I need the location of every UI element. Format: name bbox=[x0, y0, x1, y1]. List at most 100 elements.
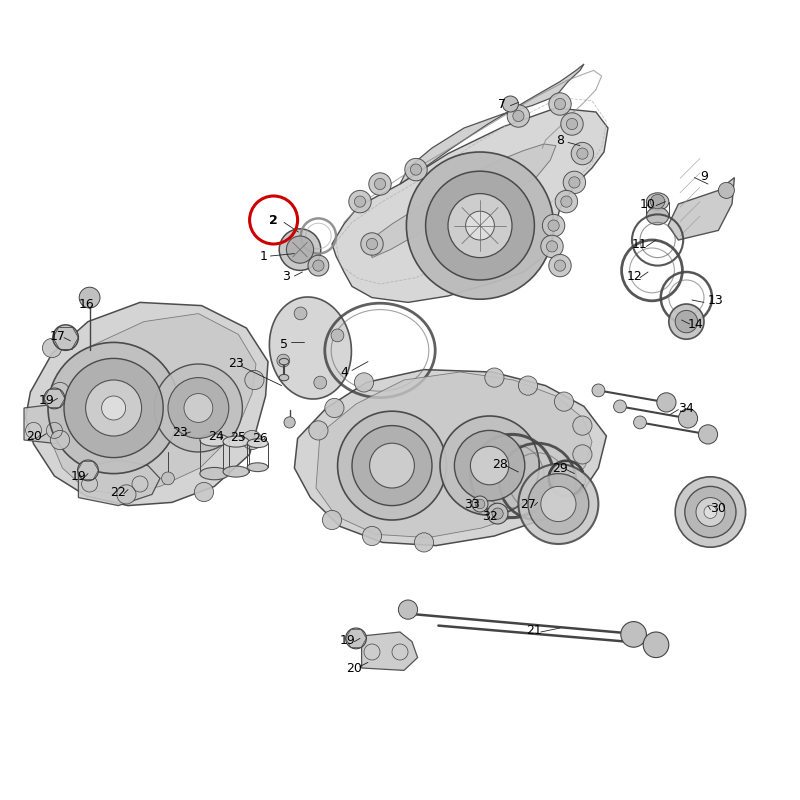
Ellipse shape bbox=[223, 466, 249, 477]
Text: 4: 4 bbox=[340, 366, 348, 378]
Text: 32: 32 bbox=[482, 510, 498, 522]
Circle shape bbox=[563, 171, 586, 194]
Text: 23: 23 bbox=[172, 426, 188, 438]
Circle shape bbox=[577, 148, 588, 159]
Text: 11: 11 bbox=[632, 238, 648, 250]
Circle shape bbox=[64, 358, 163, 458]
Circle shape bbox=[245, 370, 264, 390]
Circle shape bbox=[573, 416, 592, 435]
Circle shape bbox=[102, 396, 126, 420]
Polygon shape bbox=[26, 302, 268, 506]
Circle shape bbox=[657, 393, 676, 412]
Circle shape bbox=[308, 255, 329, 276]
Circle shape bbox=[79, 287, 100, 308]
Polygon shape bbox=[362, 632, 418, 670]
Circle shape bbox=[331, 329, 344, 342]
Text: 21: 21 bbox=[526, 624, 542, 637]
Circle shape bbox=[487, 503, 508, 524]
Circle shape bbox=[362, 526, 382, 546]
Circle shape bbox=[314, 376, 326, 389]
Circle shape bbox=[470, 446, 509, 485]
Circle shape bbox=[669, 304, 704, 339]
Circle shape bbox=[718, 182, 734, 198]
Circle shape bbox=[475, 499, 485, 509]
Circle shape bbox=[42, 338, 62, 358]
Text: 12: 12 bbox=[626, 270, 642, 282]
Circle shape bbox=[696, 498, 725, 526]
Circle shape bbox=[592, 384, 605, 397]
Circle shape bbox=[50, 430, 70, 450]
Circle shape bbox=[448, 194, 512, 258]
Circle shape bbox=[492, 508, 503, 519]
Circle shape bbox=[643, 632, 669, 658]
Circle shape bbox=[546, 241, 558, 252]
Polygon shape bbox=[368, 144, 556, 258]
Circle shape bbox=[507, 105, 530, 127]
Circle shape bbox=[370, 443, 414, 488]
Polygon shape bbox=[24, 404, 74, 444]
Circle shape bbox=[454, 430, 525, 501]
Text: 7: 7 bbox=[498, 98, 506, 110]
Circle shape bbox=[338, 411, 446, 520]
Circle shape bbox=[117, 485, 136, 504]
Circle shape bbox=[554, 260, 566, 271]
Text: 24: 24 bbox=[208, 430, 224, 442]
Circle shape bbox=[518, 376, 538, 395]
Text: 34: 34 bbox=[678, 402, 694, 414]
Ellipse shape bbox=[279, 374, 289, 381]
Circle shape bbox=[541, 235, 563, 258]
Text: 29: 29 bbox=[552, 462, 568, 474]
Text: 28: 28 bbox=[492, 458, 508, 470]
Text: 5: 5 bbox=[280, 338, 288, 350]
Text: 1: 1 bbox=[260, 250, 268, 262]
Circle shape bbox=[346, 628, 366, 649]
Circle shape bbox=[561, 113, 583, 135]
Text: 14: 14 bbox=[688, 318, 704, 330]
Circle shape bbox=[369, 173, 391, 195]
Circle shape bbox=[286, 236, 314, 263]
Text: 13: 13 bbox=[708, 294, 724, 306]
Circle shape bbox=[704, 506, 717, 518]
Circle shape bbox=[485, 368, 504, 387]
Circle shape bbox=[414, 533, 434, 552]
Circle shape bbox=[354, 196, 366, 207]
Circle shape bbox=[555, 190, 578, 213]
Circle shape bbox=[466, 211, 494, 240]
Text: 17: 17 bbox=[50, 330, 66, 342]
Circle shape bbox=[294, 307, 307, 320]
Text: 2: 2 bbox=[270, 214, 278, 226]
Circle shape bbox=[184, 394, 213, 422]
Circle shape bbox=[50, 382, 70, 402]
Text: 16: 16 bbox=[78, 298, 94, 310]
Polygon shape bbox=[316, 372, 592, 538]
Circle shape bbox=[548, 220, 559, 231]
Circle shape bbox=[398, 600, 418, 619]
Circle shape bbox=[154, 364, 242, 452]
Circle shape bbox=[566, 470, 586, 490]
Circle shape bbox=[349, 190, 371, 213]
Circle shape bbox=[549, 254, 571, 277]
Circle shape bbox=[536, 512, 555, 531]
Circle shape bbox=[322, 510, 342, 530]
Text: 10: 10 bbox=[640, 198, 656, 210]
Circle shape bbox=[472, 496, 488, 512]
Circle shape bbox=[502, 96, 518, 112]
Circle shape bbox=[675, 310, 698, 333]
Circle shape bbox=[309, 421, 328, 440]
Circle shape bbox=[549, 93, 571, 115]
Circle shape bbox=[552, 496, 571, 515]
Circle shape bbox=[168, 378, 229, 438]
Polygon shape bbox=[668, 178, 734, 240]
Circle shape bbox=[352, 426, 432, 506]
Circle shape bbox=[86, 380, 142, 436]
Text: 33: 33 bbox=[464, 498, 480, 510]
Circle shape bbox=[162, 472, 174, 485]
Circle shape bbox=[53, 325, 78, 350]
Text: 27: 27 bbox=[520, 498, 536, 510]
Circle shape bbox=[675, 477, 746, 547]
Circle shape bbox=[325, 398, 344, 418]
Circle shape bbox=[277, 354, 290, 367]
Circle shape bbox=[406, 152, 554, 299]
Circle shape bbox=[242, 430, 262, 450]
Circle shape bbox=[48, 342, 179, 474]
